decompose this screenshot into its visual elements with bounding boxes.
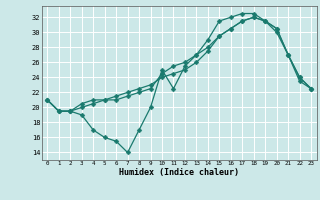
X-axis label: Humidex (Indice chaleur): Humidex (Indice chaleur)	[119, 168, 239, 177]
